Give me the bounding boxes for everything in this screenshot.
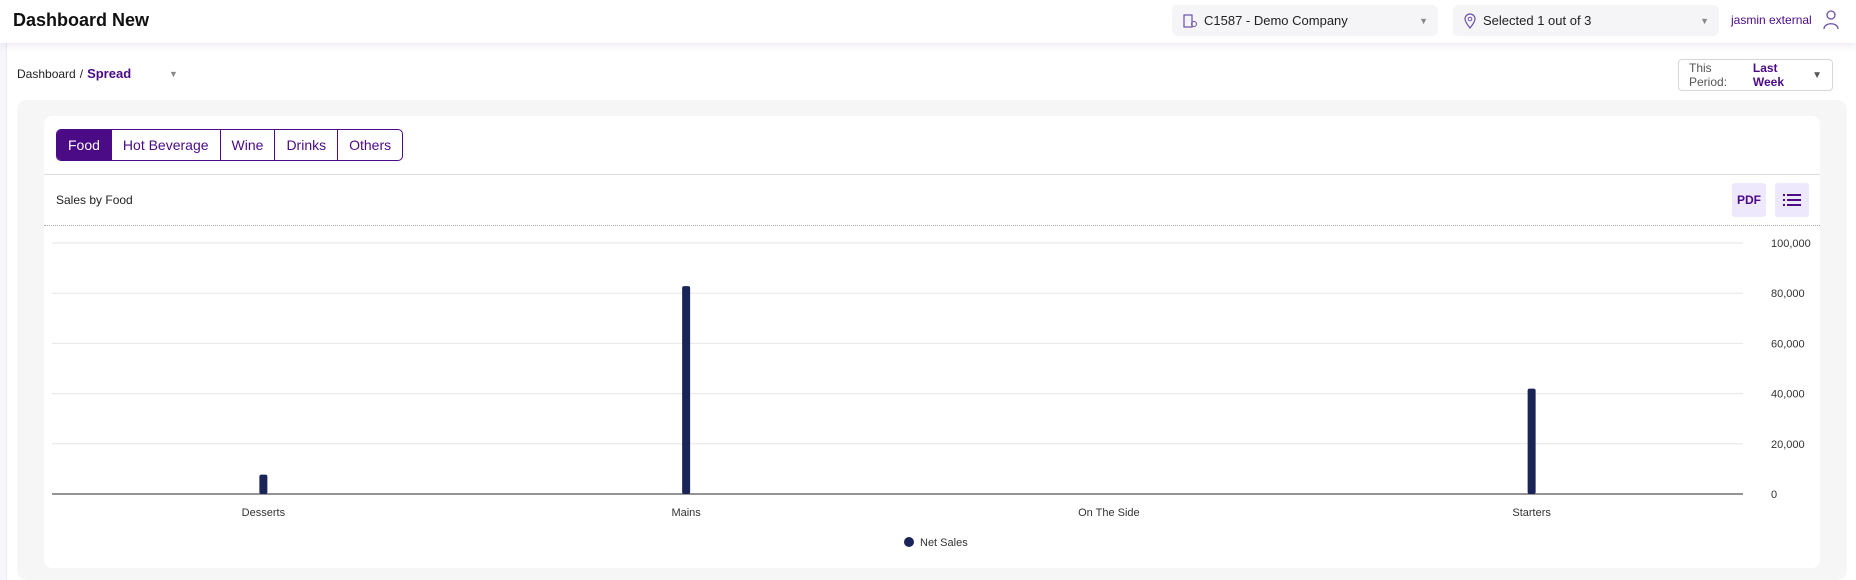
tab-wine[interactable]: Wine <box>219 130 275 160</box>
tab-hot-beverage[interactable]: Hot Beverage <box>110 130 220 160</box>
breadcrumb: Dashboard / Spread <box>17 66 131 81</box>
period-value: Last Week <box>1752 61 1785 89</box>
app-title: Dashboard New <box>13 10 150 30</box>
divider <box>44 225 1820 226</box>
breadcrumb-root[interactable]: Dashboard <box>17 67 76 81</box>
y-tick-label: 60,000 <box>1771 338 1805 350</box>
category-tabs: Food Hot Beverage Wine Drinks Others <box>56 129 404 161</box>
bar-mains <box>682 286 691 494</box>
top-header: Dashboard New C1587 - Demo Company ▼ Sel… <box>0 0 1856 43</box>
chevron-down-icon: ▼ <box>1700 15 1709 26</box>
building-icon <box>1183 13 1197 28</box>
location-value: Selected 1 out of 3 <box>1483 13 1592 28</box>
legend-label: Net Sales <box>920 537 968 549</box>
breadcrumb-current: Spread <box>87 66 132 81</box>
bar-starters <box>1527 388 1536 494</box>
pdf-export-button[interactable]: PDF <box>1732 183 1766 217</box>
x-tick-label: Starters <box>1512 507 1551 519</box>
y-tick-label: 20,000 <box>1771 439 1805 451</box>
sidebar-collapsed <box>0 43 7 580</box>
location-pin-icon <box>1464 12 1476 29</box>
breadcrumb-separator: / <box>79 67 84 81</box>
y-tick-label: 0 <box>1771 489 1777 501</box>
period-label: This Period: <box>1689 61 1728 89</box>
chevron-down-icon: ▼ <box>1812 69 1822 81</box>
x-tick-label: Desserts <box>242 507 286 519</box>
chart-card <box>44 116 1820 568</box>
y-tick-label: 40,000 <box>1771 389 1805 401</box>
list-view-button[interactable] <box>1775 183 1809 217</box>
x-tick-label: On The Side <box>1078 507 1140 519</box>
tab-food[interactable]: Food <box>57 130 111 160</box>
dashboard-switch-caret-icon[interactable]: ▼ <box>169 69 178 79</box>
bar-desserts <box>259 474 268 494</box>
divider <box>44 174 1820 175</box>
y-tick-label: 80,000 <box>1771 288 1805 300</box>
list-icon <box>1783 194 1801 206</box>
period-select[interactable]: This Period: Last Week ▼ <box>1678 59 1833 91</box>
y-tick-label: 100,000 <box>1771 238 1811 250</box>
user-icon[interactable] <box>1822 9 1840 31</box>
tab-others[interactable]: Others <box>337 130 402 160</box>
net-sales-bar-chart: 0 20,000 40,000 60,000 80,000 100,000 Desserts… <box>52 238 1811 549</box>
company-value: C1587 - Demo Company <box>1204 13 1348 28</box>
tab-drinks[interactable]: Drinks <box>274 130 337 160</box>
chevron-down-icon: ▼ <box>1419 15 1428 26</box>
location-select[interactable]: Selected 1 out of 3 ▼ <box>1453 5 1719 36</box>
company-select[interactable]: C1587 - Demo Company ▼ <box>1172 5 1438 36</box>
x-tick-label: Mains <box>671 507 701 519</box>
user-name-link[interactable]: jasmin external <box>1731 13 1812 27</box>
legend-marker <box>904 537 914 547</box>
chart-title: Sales by Food <box>56 193 133 207</box>
